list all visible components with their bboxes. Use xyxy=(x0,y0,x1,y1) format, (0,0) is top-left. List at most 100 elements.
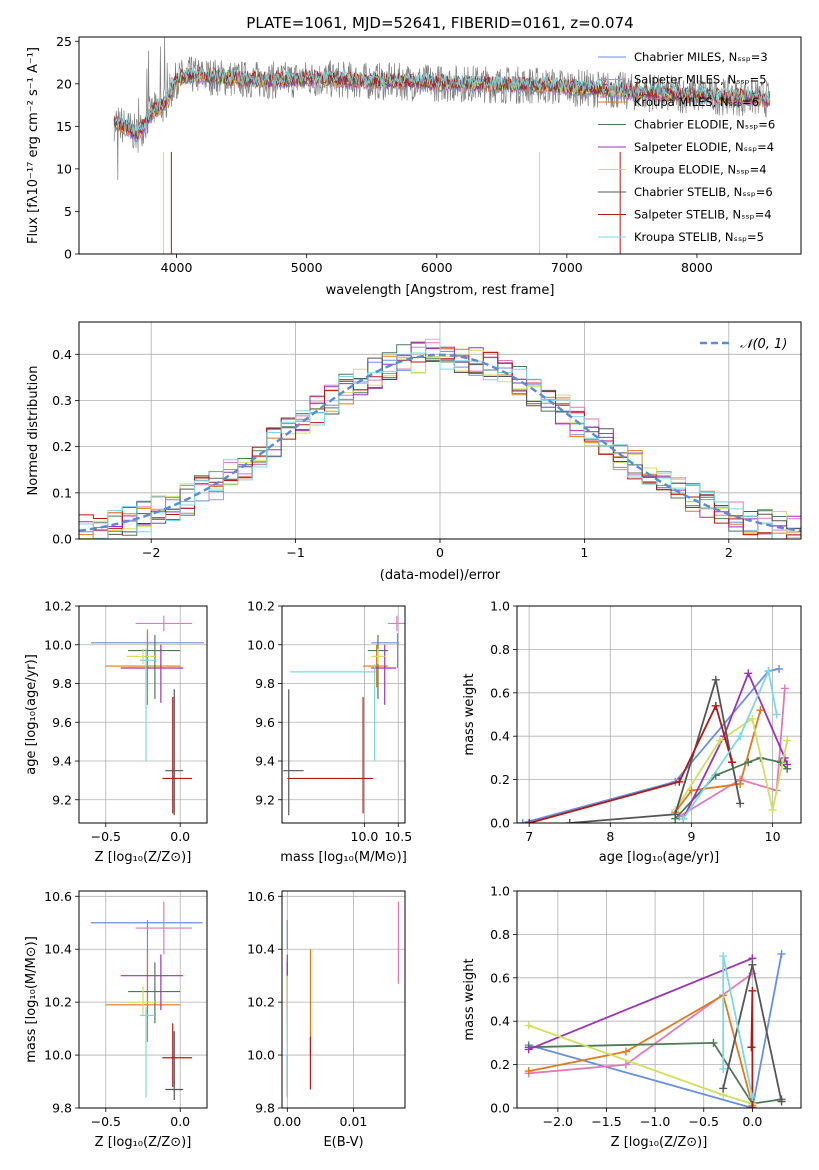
x-tick-label: 6000 xyxy=(421,260,453,275)
y-tick-label: 10.0 xyxy=(44,637,72,652)
weight-marker-chab_stelib xyxy=(565,819,574,823)
plot-area xyxy=(79,338,801,539)
x-axis-label: (data-model)/error xyxy=(380,568,501,583)
mass-weight-vs-age-panel: 7 8 9 10 0.0 0.2 0.4 0.6 0.8 1.0 age [log₁₀(age/yr… xyxy=(462,599,802,865)
y-tick-label: 9.4 xyxy=(255,754,275,769)
x-tick-label: 1 xyxy=(580,545,588,560)
weight-marker-chab_stelib xyxy=(711,675,720,684)
model-line-krou_stelib xyxy=(114,67,771,137)
legend-label: Chabrier MILES, Nₛₛₚ=3 xyxy=(634,50,768,64)
weight-marker-salp_stelib xyxy=(525,819,534,823)
plot-area xyxy=(90,901,203,1101)
axes-frame xyxy=(78,605,208,824)
weight-marker-chab_elodie xyxy=(709,1038,718,1047)
axes-frame xyxy=(281,605,406,824)
axes-frame xyxy=(516,605,802,824)
y-tick-label: 9.6 xyxy=(255,715,275,730)
weight-line-chab_elodie xyxy=(528,1041,782,1105)
x-tick-label: 0.00 xyxy=(273,1114,301,1129)
x-tick-label: −0.5 xyxy=(91,1114,121,1129)
axes-frame xyxy=(281,890,406,1109)
x-tick-label: 0.0 xyxy=(170,1114,190,1129)
y-tick-label: 0.1 xyxy=(52,485,72,500)
x-axis-label: Z [log₁₀(Z/Z⊙)] xyxy=(95,1135,192,1150)
weight-line-salp_stelib xyxy=(528,703,733,823)
y-tick-label: 10.6 xyxy=(44,889,72,904)
y-tick-label: 0.6 xyxy=(490,970,510,985)
x-tick-label: 7 xyxy=(525,829,533,844)
y-tick-label: 10.2 xyxy=(247,599,275,614)
x-tick-label: −1.0 xyxy=(640,1114,670,1129)
x-tick-label: −1 xyxy=(286,545,304,560)
legend-label: Chabrier ELODIE, Nₛₛₚ=6 xyxy=(634,118,775,132)
y-tick-label: 0.2 xyxy=(52,439,72,454)
y-tick-label: 20 xyxy=(56,76,72,91)
weight-line-krou_miles xyxy=(528,993,754,1107)
y-tick-label: 9.2 xyxy=(255,792,275,807)
weight-marker-krou_miles xyxy=(621,1047,630,1056)
weight-marker-chab_miles xyxy=(777,949,786,958)
x-axis-label: Z [log₁₀(Z/Z⊙)] xyxy=(95,850,192,865)
y-tick-label: 10.0 xyxy=(247,1048,275,1063)
y-tick-label: 0.3 xyxy=(52,393,72,408)
weight-marker-chab_stelib xyxy=(777,1097,786,1106)
x-tick-label: 7000 xyxy=(551,260,583,275)
x-tick-label: 0.0 xyxy=(170,829,190,844)
weight-marker-krou_stelib xyxy=(764,667,773,676)
spectrum-title: PLATE=1061, MJD=52641, FIBERID=0161, z=0… xyxy=(246,14,633,32)
weight-line-krou_miles xyxy=(674,709,762,813)
x-tick-label: 8 xyxy=(606,829,614,844)
y-tick-label: 1.0 xyxy=(490,884,510,899)
x-axis-label: E(B-V) xyxy=(323,1135,363,1150)
y-tick-label: 10 xyxy=(56,161,72,176)
legend-label: Kroupa STELIB, Nₛₛₚ=5 xyxy=(634,230,764,244)
histogram-krou_stelib xyxy=(79,338,801,539)
y-tick-label: 0.0 xyxy=(490,1101,510,1116)
plot-area xyxy=(286,901,399,1098)
y-tick-label: 0 xyxy=(64,247,72,262)
mass-weight-vs-metallicity-panel: −2.0 −1.5 −1.0 −0.5 0.0 0.0 0.2 0.4 0.6 0.8 1.0 Z [… xyxy=(462,884,802,1150)
y-tick-label: 25 xyxy=(56,34,72,49)
weight-line-salp_miles xyxy=(678,688,786,818)
x-tick-label: 0 xyxy=(436,545,444,560)
x-tick-label: 10.0 xyxy=(351,829,379,844)
weight-marker-krou_stelib xyxy=(719,952,728,961)
residual-histogram-panel: −2 −1 0 1 2 0.0 0.1 0.2 0.3 0.4 (data-model)/error… xyxy=(26,321,802,583)
legend-label: Salpeter MILES, Nₛₛₚ=5 xyxy=(634,73,767,87)
y-tick-label: 10.0 xyxy=(44,1048,72,1063)
weight-marker-salp_stelib xyxy=(747,1043,756,1052)
weight-line-krou_stelib xyxy=(682,668,778,820)
weight-marker-krou_miles xyxy=(736,779,745,788)
x-axis-label: wavelength [Angstrom, rest frame] xyxy=(326,283,555,298)
plot-area xyxy=(90,615,205,816)
y-tick-label: 0.2 xyxy=(490,772,510,787)
y-tick-label: 0.4 xyxy=(52,347,72,362)
y-tick-label: 5 xyxy=(64,204,72,219)
y-tick-label: 0.0 xyxy=(52,532,72,547)
weight-marker-krou_miles xyxy=(524,1067,533,1076)
x-tick-label: 0.01 xyxy=(339,1114,367,1129)
x-tick-label: 5000 xyxy=(291,260,323,275)
y-axis-label: Normed distribution xyxy=(26,366,41,496)
weight-marker-salp_stelib xyxy=(675,777,684,786)
legend-label: Kroupa ELODIE, Nₛₛₚ=4 xyxy=(634,163,767,177)
x-tick-label: 0.0 xyxy=(742,1114,762,1129)
y-tick-label: 0.4 xyxy=(490,729,510,744)
gaussian-curve xyxy=(79,353,801,533)
weight-marker-krou_stelib xyxy=(748,1093,757,1102)
spectrum-panel: 4000 5000 6000 7000 8000 0 5 10 15 20 25 wavelength… xyxy=(26,34,802,298)
legend-label: Chabrier STELIB, Nₛₛₚ=6 xyxy=(634,185,773,199)
y-axis-label: mass weight xyxy=(462,673,477,755)
weight-marker-krou_miles xyxy=(756,706,765,715)
plot-area xyxy=(113,37,771,254)
weight-marker-salp_stelib xyxy=(711,701,720,710)
weight-marker-salp_elodie xyxy=(524,1045,533,1054)
x-axis-label: Z [log₁₀(Z/Z⊙)] xyxy=(611,1135,708,1150)
legend-label: Salpeter STELIB, Nₛₛₚ=4 xyxy=(634,208,772,222)
y-tick-label: 10.2 xyxy=(44,995,72,1010)
weight-marker-chab_miles xyxy=(518,819,527,823)
weight-marker-salp_elodie xyxy=(744,669,753,678)
y-tick-label: 9.4 xyxy=(52,754,72,769)
y-tick-label: 10.6 xyxy=(247,889,275,904)
